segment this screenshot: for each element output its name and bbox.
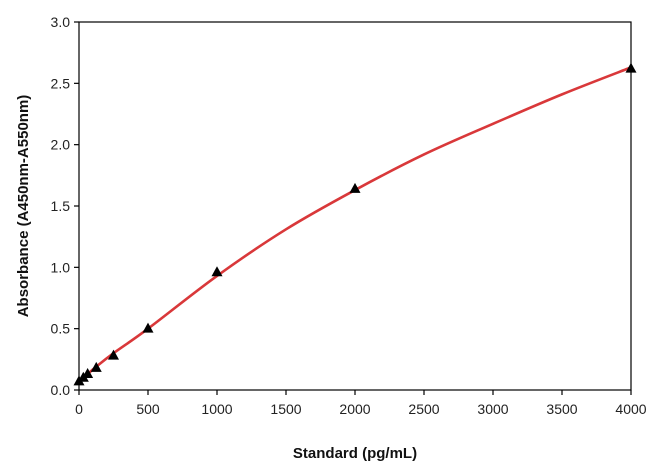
- y-tick-label: 0.0: [51, 382, 71, 398]
- plot-area: [78, 21, 632, 391]
- y-tick-label: 0.5: [51, 321, 71, 337]
- y-axis: 0.0 0.5 1.0 1.5 2.0 2.5 3.0: [51, 14, 79, 398]
- y-tick-label: 2.5: [51, 75, 71, 91]
- data-point-triangle: [82, 368, 94, 379]
- x-tick-label: 1500: [270, 401, 301, 417]
- x-tick-label: 3000: [477, 401, 508, 417]
- data-point-triangle: [142, 322, 154, 333]
- data-point-triangle: [108, 349, 119, 360]
- y-axis-title: Absorbance (A450nm-A550nm): [15, 95, 32, 318]
- data-point-triangle: [625, 62, 637, 73]
- x-axis: 0 500 1000 1500 2000 2500 3000 3500 4000: [75, 390, 647, 417]
- x-tick-label: 2000: [339, 401, 370, 417]
- data-point-triangle: [90, 361, 102, 372]
- plot-frame: [78, 21, 632, 391]
- x-tick-label: 3500: [546, 401, 577, 417]
- fit-curve: [77, 66, 633, 383]
- x-tick-label: 4000: [615, 401, 646, 417]
- fit-curve-layer: [77, 66, 633, 383]
- x-tick-label: 0: [75, 401, 83, 417]
- y-tick-label: 1.5: [51, 198, 71, 214]
- x-tick-label: 2500: [408, 401, 439, 417]
- x-tick-label: 1000: [201, 401, 232, 417]
- x-axis-title: Standard (pg/mL): [293, 445, 417, 462]
- x-tick-label: 500: [136, 401, 160, 417]
- y-tick-label: 2.0: [51, 137, 71, 153]
- y-tick-label: 3.0: [51, 14, 71, 30]
- y-tick-label: 1.0: [51, 259, 71, 275]
- data-points-layer: [73, 62, 637, 386]
- data-point-triangle: [211, 266, 223, 277]
- data-point-triangle: [349, 182, 361, 193]
